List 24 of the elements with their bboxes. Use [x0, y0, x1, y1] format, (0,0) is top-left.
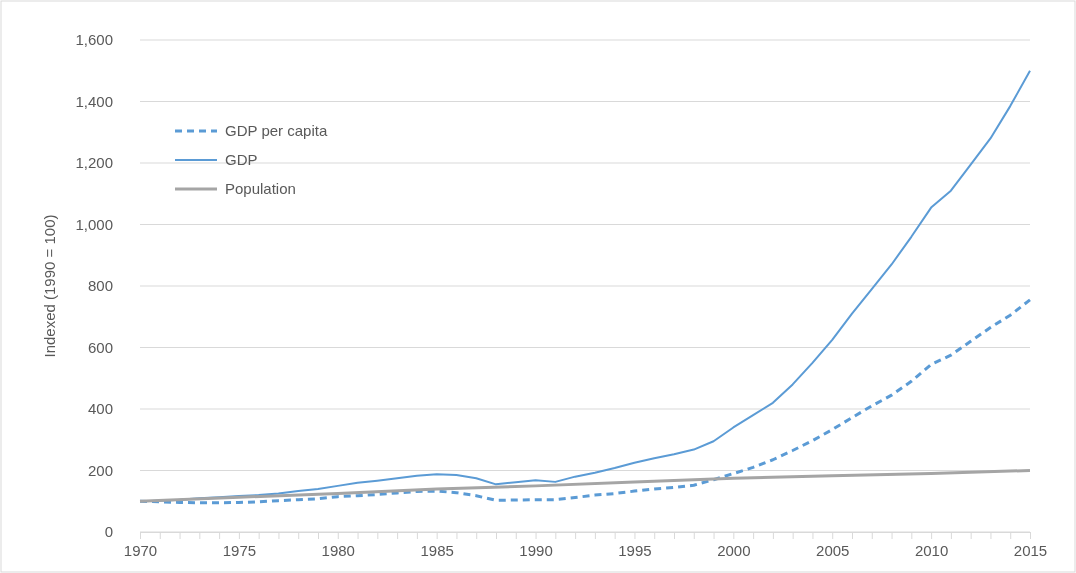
y-tick-label: 1,400 [75, 92, 113, 110]
x-tick-label: 2015 [1013, 541, 1048, 559]
x-tick-label: 1985 [420, 541, 454, 559]
y-tick-label: 600 [87, 338, 113, 356]
x-tick-label: 1980 [321, 541, 355, 559]
y-tick-label: 200 [87, 461, 113, 479]
line-series [138, 469, 1032, 503]
legend-label: GDP [225, 151, 258, 168]
x-tick-label: 1995 [618, 541, 652, 559]
x-tick-label: 2010 [914, 541, 949, 559]
x-tick-label: 1990 [519, 541, 553, 559]
y-tick-label: 1,600 [75, 31, 113, 49]
y-tick-label: 1,200 [75, 154, 113, 172]
y-tick-label: 1,000 [75, 215, 113, 233]
legend-label: GDP per capita [225, 122, 328, 139]
x-tick-label: 1970 [123, 541, 158, 559]
x-tick-label: 2000 [717, 541, 751, 559]
y-axis-title: Indexed (1990 = 100) [41, 214, 58, 358]
legend-label: Population [225, 180, 296, 197]
y-tick-label: 800 [87, 277, 113, 295]
x-tick-label: 1975 [222, 541, 257, 559]
y-tick-label: 0 [104, 523, 113, 541]
x-tick-label: 2005 [816, 541, 850, 559]
y-tick-label: 400 [87, 400, 113, 418]
